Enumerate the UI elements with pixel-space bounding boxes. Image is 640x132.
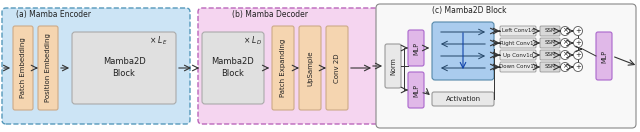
Circle shape xyxy=(573,39,582,48)
Text: Patch Expanding: Patch Expanding xyxy=(280,39,286,97)
Text: ×: × xyxy=(562,52,568,58)
Text: ×: × xyxy=(562,28,568,34)
Text: (b) Mamba Decoder: (b) Mamba Decoder xyxy=(232,10,308,18)
FancyBboxPatch shape xyxy=(385,44,401,88)
FancyBboxPatch shape xyxy=(432,22,494,80)
FancyBboxPatch shape xyxy=(540,38,560,48)
FancyBboxPatch shape xyxy=(408,72,424,108)
FancyBboxPatch shape xyxy=(2,8,190,124)
Text: ×: × xyxy=(562,64,568,70)
FancyBboxPatch shape xyxy=(540,50,560,60)
FancyBboxPatch shape xyxy=(500,62,536,72)
Text: Patch Embedding: Patch Embedding xyxy=(20,38,26,98)
Text: Conv 2D: Conv 2D xyxy=(334,53,340,83)
Text: Left Conv1d: Left Conv1d xyxy=(502,29,534,34)
FancyBboxPatch shape xyxy=(500,50,536,60)
Text: Mamba2D: Mamba2D xyxy=(212,58,254,67)
Text: MLP: MLP xyxy=(413,83,419,97)
Text: Norm: Norm xyxy=(390,57,396,75)
Circle shape xyxy=(561,51,570,60)
FancyBboxPatch shape xyxy=(72,32,176,104)
Text: $\times$ $L_E$: $\times$ $L_E$ xyxy=(148,35,167,47)
Text: SSM: SSM xyxy=(544,41,556,46)
FancyBboxPatch shape xyxy=(198,8,398,124)
FancyBboxPatch shape xyxy=(376,4,636,128)
Text: MLP: MLP xyxy=(413,41,419,55)
Circle shape xyxy=(573,51,582,60)
Text: SSM: SSM xyxy=(544,53,556,58)
Text: Up Conv1d: Up Conv1d xyxy=(503,53,533,58)
FancyBboxPatch shape xyxy=(500,26,536,36)
Circle shape xyxy=(561,39,570,48)
FancyBboxPatch shape xyxy=(38,26,58,110)
Circle shape xyxy=(573,27,582,36)
Text: SSM: SSM xyxy=(544,29,556,34)
Text: Position Embedding: Position Embedding xyxy=(45,34,51,102)
Text: Down Conv1d: Down Conv1d xyxy=(499,65,537,70)
Text: Block: Block xyxy=(221,70,244,79)
FancyBboxPatch shape xyxy=(500,38,536,48)
FancyBboxPatch shape xyxy=(272,26,294,110)
Text: (a) Mamba Encoder: (a) Mamba Encoder xyxy=(17,10,92,18)
Circle shape xyxy=(573,62,582,72)
FancyBboxPatch shape xyxy=(299,26,321,110)
Text: (c) Mamba2D Block: (c) Mamba2D Block xyxy=(432,6,506,15)
Text: Block: Block xyxy=(113,70,136,79)
Text: +: + xyxy=(575,28,581,34)
FancyBboxPatch shape xyxy=(596,32,612,80)
Text: SSM: SSM xyxy=(544,65,556,70)
Text: Right Conv1d: Right Conv1d xyxy=(499,41,536,46)
Circle shape xyxy=(561,62,570,72)
Text: Activation: Activation xyxy=(445,96,481,102)
Circle shape xyxy=(561,27,570,36)
Text: MLP: MLP xyxy=(601,50,607,63)
Text: +: + xyxy=(575,64,581,70)
FancyBboxPatch shape xyxy=(408,30,424,66)
FancyBboxPatch shape xyxy=(202,32,264,104)
Text: UpSample: UpSample xyxy=(307,50,313,86)
Text: $\times$ $L_D$: $\times$ $L_D$ xyxy=(243,35,262,47)
FancyBboxPatch shape xyxy=(13,26,33,110)
Text: +: + xyxy=(575,40,581,46)
FancyBboxPatch shape xyxy=(326,26,348,110)
FancyBboxPatch shape xyxy=(540,62,560,72)
FancyBboxPatch shape xyxy=(540,26,560,36)
Text: Mamba2D: Mamba2D xyxy=(102,58,145,67)
Text: +: + xyxy=(575,52,581,58)
FancyBboxPatch shape xyxy=(432,92,494,106)
Text: ×: × xyxy=(562,40,568,46)
